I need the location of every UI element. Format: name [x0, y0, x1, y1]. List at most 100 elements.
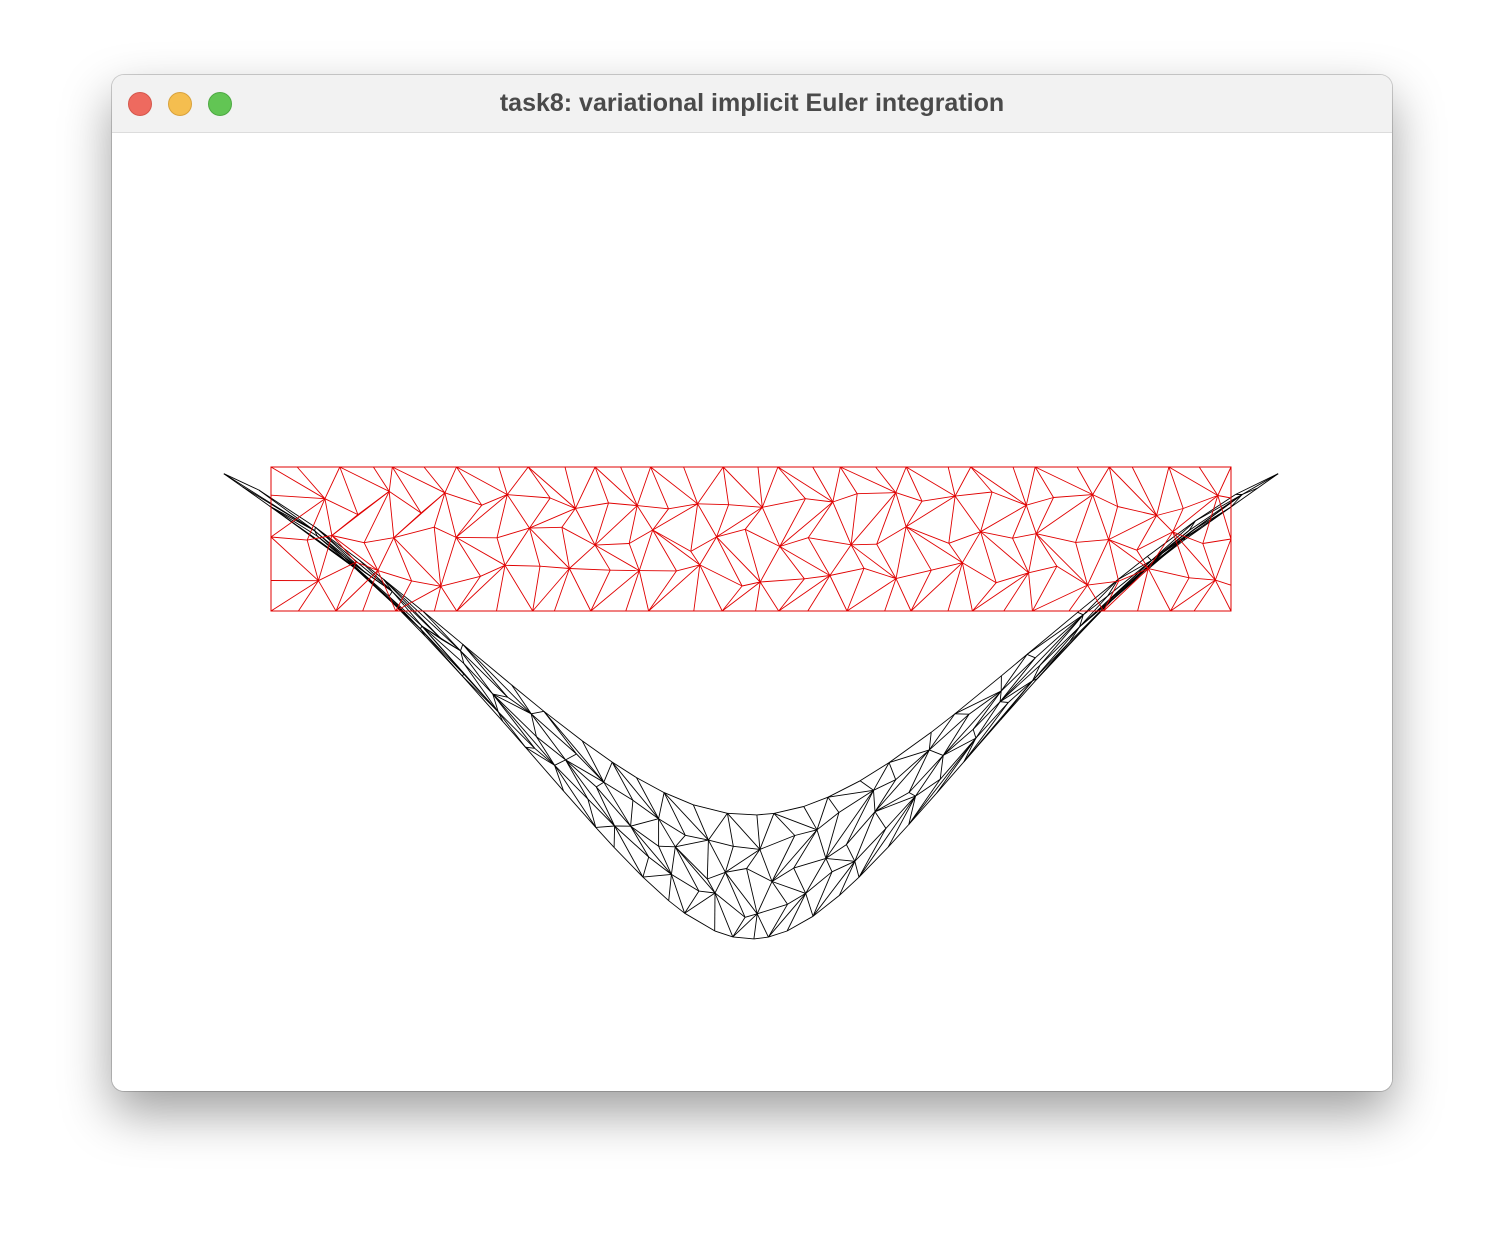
mesh-edge: [318, 580, 337, 612]
mesh-edge: [496, 565, 506, 612]
mesh-edge: [1137, 568, 1149, 612]
mesh-edge: [671, 874, 700, 892]
mesh-edge: [1087, 539, 1110, 586]
mesh-edge: [364, 537, 394, 544]
mesh-edge: [874, 749, 930, 812]
mesh-edge: [690, 551, 701, 566]
mesh-edge: [638, 529, 654, 571]
mesh-edge: [716, 536, 761, 583]
mesh-edge: [697, 503, 717, 538]
mesh-edge: [942, 690, 1002, 756]
mesh-edge: [850, 544, 897, 579]
mesh-edge: [947, 466, 956, 497]
mesh-edge: [793, 867, 807, 894]
mesh-edge: [779, 537, 809, 547]
mesh-edge: [391, 466, 422, 514]
mesh-edge: [440, 586, 458, 612]
mesh-edge: [803, 806, 818, 831]
mesh-edge: [942, 713, 970, 756]
mesh-edge: [803, 796, 829, 807]
mesh-edge: [1183, 495, 1218, 509]
mesh-edge: [1001, 654, 1028, 677]
mesh-edge: [1039, 626, 1080, 666]
mesh-edge: [1077, 579, 1119, 613]
close-icon[interactable]: [128, 92, 152, 116]
mesh-edge: [355, 568, 395, 606]
mesh-edge: [561, 527, 570, 569]
mesh-edge: [462, 643, 512, 686]
mesh-edge: [335, 570, 379, 612]
mesh-edge: [504, 564, 541, 567]
mesh-edge: [652, 508, 669, 531]
mesh-edge: [460, 650, 494, 695]
mesh-edge: [433, 586, 442, 612]
mesh-edge: [972, 701, 1001, 730]
mesh-edge: [455, 494, 508, 538]
mesh-edge: [975, 702, 1009, 739]
mesh-edge: [942, 728, 974, 756]
mesh-edge: [744, 529, 761, 583]
window-title: task8: variational implicit Euler integr…: [499, 89, 1005, 117]
mesh-edge: [497, 711, 536, 749]
mesh-edge: [905, 495, 956, 528]
mesh-edge: [915, 755, 944, 797]
mesh-edge: [388, 491, 395, 538]
mesh-edge: [970, 466, 993, 493]
mesh-edge: [1107, 560, 1152, 597]
title-bar[interactable]: task8: variational implicit Euler integr…: [112, 75, 1392, 133]
mesh-edge: [1000, 657, 1036, 692]
mesh-edge: [746, 849, 761, 869]
mesh-edge: [658, 845, 676, 848]
mesh-edge: [1032, 665, 1041, 681]
mesh-edge: [761, 466, 779, 508]
mesh-edge: [1139, 537, 1186, 575]
mesh-edge: [595, 827, 615, 848]
mesh-edge: [1012, 533, 1037, 539]
mesh-edge: [756, 814, 761, 850]
mesh-edge: [699, 564, 743, 587]
mesh-edge: [324, 498, 333, 536]
mesh-edge: [857, 492, 896, 495]
mesh-edge: [1118, 568, 1149, 582]
mesh-edge: [630, 825, 672, 875]
mesh-edge: [895, 492, 923, 502]
mesh-edge: [642, 873, 672, 878]
minimize-icon[interactable]: [168, 92, 192, 116]
mesh-edge: [395, 585, 442, 612]
mesh-edge: [462, 643, 532, 715]
mesh-edge: [270, 536, 319, 582]
mesh-edge: [270, 466, 326, 500]
mesh-edge: [838, 861, 856, 896]
mesh-edge: [1195, 494, 1243, 522]
mesh-edge: [939, 755, 944, 780]
mesh-edge: [773, 812, 818, 831]
mesh-edge: [554, 765, 597, 828]
mesh-edge: [793, 829, 818, 869]
mesh-edge: [630, 825, 650, 858]
mesh-edge: [314, 527, 316, 531]
mesh-edge: [1007, 680, 1033, 703]
mesh-edge: [948, 543, 963, 563]
mesh-edge: [1079, 600, 1112, 628]
mesh-edge: [554, 759, 566, 766]
mesh-edge: [455, 537, 481, 577]
mesh-edge: [392, 466, 446, 494]
mesh-edge: [595, 786, 616, 827]
mesh-edge: [383, 578, 424, 612]
mesh-edge: [1000, 701, 1009, 703]
mesh-edge: [318, 561, 357, 582]
simulation-canvas[interactable]: [112, 133, 1392, 1091]
mesh-edge: [1035, 494, 1093, 535]
mesh-edge: [915, 778, 941, 797]
mesh-edge: [1103, 568, 1149, 612]
mesh-edge: [753, 936, 769, 940]
zoom-icon[interactable]: [208, 92, 232, 116]
mesh-edge: [759, 849, 773, 882]
mesh-edge: [954, 495, 981, 532]
mesh-edge: [972, 582, 997, 612]
mesh-edge: [1214, 538, 1232, 581]
mesh-edge: [363, 542, 379, 571]
mesh-edge: [794, 829, 818, 836]
mesh-edge: [1012, 466, 1027, 506]
mesh-edge: [582, 740, 613, 763]
